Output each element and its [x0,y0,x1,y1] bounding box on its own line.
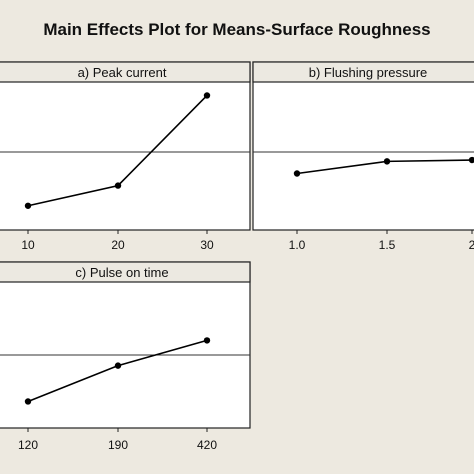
panel-1-x-tick-label-3: 30 [200,238,214,252]
panel-1-point-2 [114,182,122,189]
panel-3-frame [0,261,251,429]
panel-2-frame [252,61,474,231]
panel-2-strip [252,61,474,83]
panel-3-x-tick-label-1: 120 [18,438,38,452]
panel-3-x-tick-label-2: 190 [108,438,128,452]
chart-title: Main Effects Plot for Means-Surface Roug… [43,20,431,39]
panel-2-point-1 [293,170,301,177]
panel-1-x-tick-label-1: 10 [21,238,35,252]
panel-2-title: b) Flushing pressure [309,65,428,80]
panel-3-point-1 [24,398,32,405]
panel-2-x-tick-label-2: 1.5 [379,238,396,252]
panel-2-x-tick-label-3: 2 [469,238,474,252]
panel-3-strip [0,261,251,283]
panel-1-x-tick-label-2: 20 [111,238,125,252]
panel-2-point-2 [383,158,391,165]
panel-3-title: c) Pulse on time [75,265,168,280]
panel-1-title: a) Peak current [78,65,167,80]
panel-3-x-tick-label-3: 420 [197,438,217,452]
panel-1-strip [0,61,251,83]
panel-1-point-1 [24,202,32,209]
panel-1-point-3 [203,92,211,99]
panel-2-x-tick-label-1: 1.0 [289,238,306,252]
panel-3-point-2 [114,362,122,369]
panel-2-point-3 [468,156,474,164]
panel-3-point-3 [203,337,211,344]
panel-1-frame [0,61,251,231]
